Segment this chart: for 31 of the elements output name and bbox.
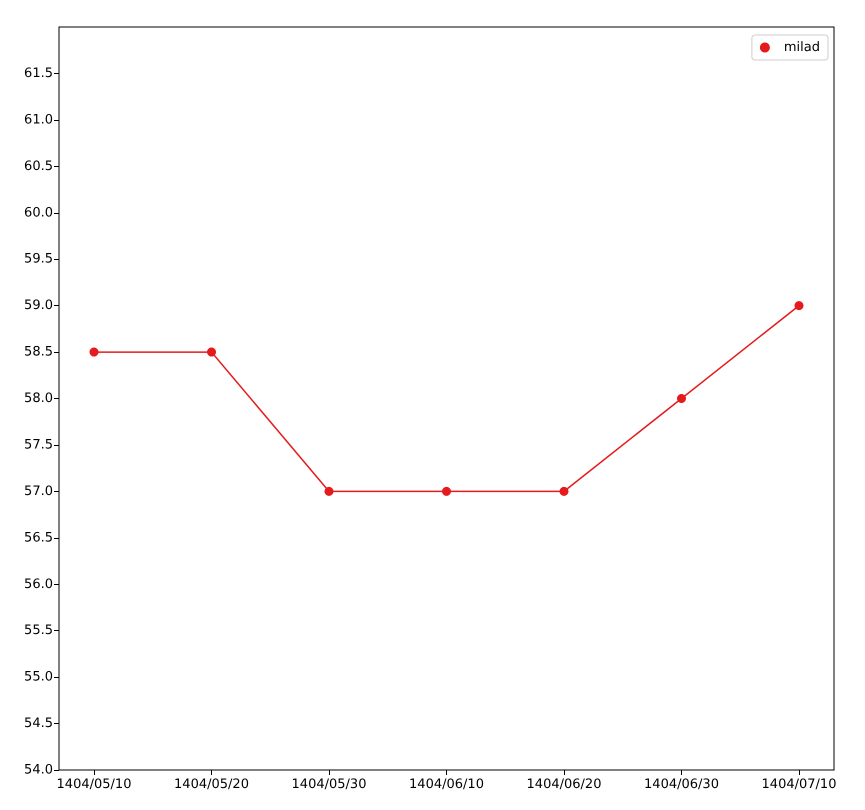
y-tick-label: 59.0 [24,298,53,314]
y-tick-label: 54.5 [24,716,53,732]
y-tick-label: 57.0 [24,484,53,499]
point [207,348,216,357]
y-tick-label: 57.5 [24,437,53,452]
legend-label: milad [784,40,820,55]
point [560,486,568,496]
y-tick-label: 59.5 [24,252,53,267]
x-tick-label: 1404/06/20 [526,777,602,792]
point [794,301,804,310]
y-tick-label: 56.5 [24,530,53,546]
x-tick-label: 1404/05/20 [174,777,249,792]
x-tick-label: 1404/05/10 [56,777,132,792]
x-tick-label: 1404/06/10 [409,777,484,792]
x-tick-label: 1404/05/30 [292,777,366,792]
point [90,348,98,357]
y-tick-label: 60.5 [24,158,53,174]
y-tick-label: 61.5 [24,66,53,81]
y-tick-label: 55.0 [24,670,53,685]
y-tick-label: 54.0 [24,762,53,778]
point [324,486,334,496]
y-tick-label: 61.0 [24,112,53,128]
y-tick-label: 56.0 [24,576,53,592]
y-tick-label: 58.5 [24,344,53,360]
point [442,486,451,496]
x-tick-label: 1404/06/30 [644,777,719,792]
y-tick-label: 58.0 [24,391,53,406]
y-tick-label: 55.5 [24,623,53,638]
x-tick-label: 1404/07/10 [762,777,836,792]
point [677,394,686,403]
y-tick-label: 60.0 [24,205,53,220]
